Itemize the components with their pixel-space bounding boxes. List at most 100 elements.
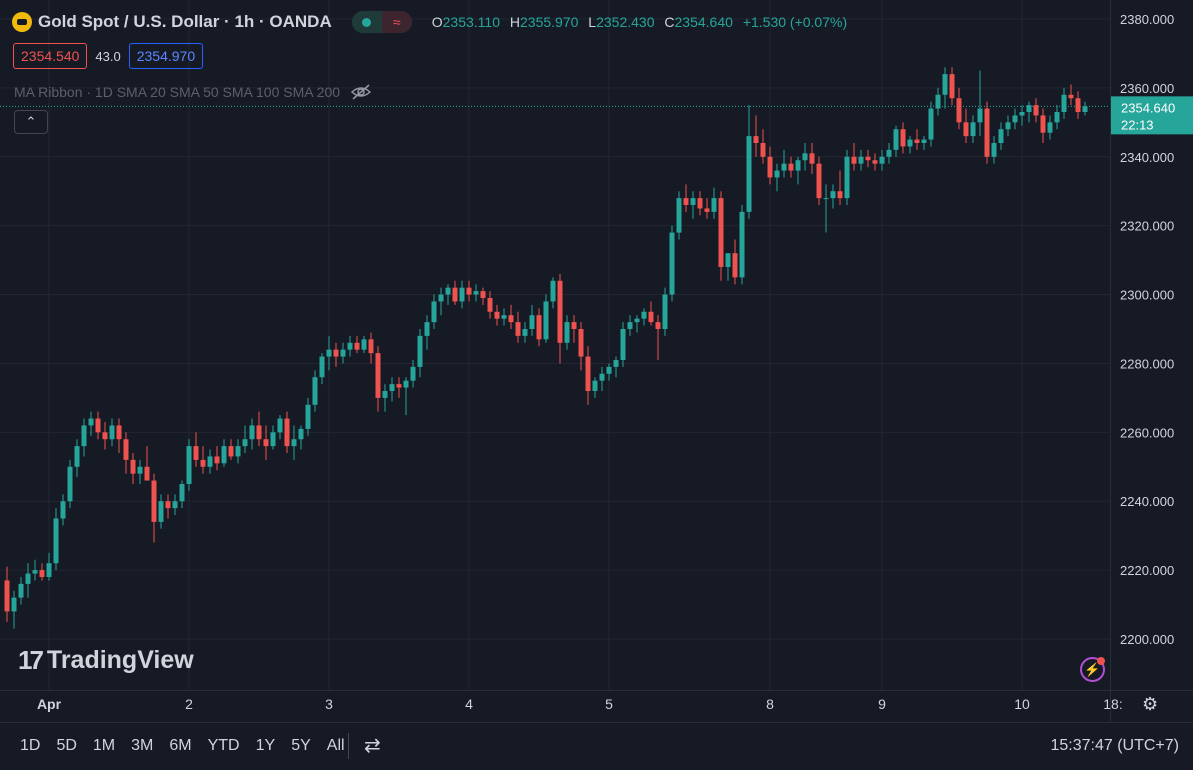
x-tick-label: 18: — [1103, 696, 1122, 712]
candle-body — [536, 315, 542, 340]
candle — [228, 439, 234, 460]
candle-body — [242, 439, 248, 447]
candle-body — [473, 291, 479, 295]
candle — [1026, 101, 1032, 123]
symbol-title[interactable]: Gold Spot / U.S. Dollar · 1h · OANDA — [38, 12, 332, 31]
low-value: 2352.430 — [596, 14, 655, 30]
candle — [851, 143, 857, 171]
candle — [571, 315, 577, 343]
candle — [963, 108, 969, 143]
indicator-legend[interactable]: MA Ribbon · 1D SMA 20 SMA 50 SMA 100 SMA… — [14, 84, 372, 100]
candle — [424, 315, 430, 350]
candle — [494, 304, 500, 326]
period-all[interactable]: All — [326, 737, 345, 754]
x-tick-label: 4 — [465, 696, 473, 712]
buy-price-button[interactable]: 2354.970 — [128, 43, 204, 69]
lightning-icon[interactable]: ⚡ — [1080, 657, 1105, 682]
candle — [347, 335, 353, 357]
candle-body — [53, 518, 59, 564]
chart[interactable]: 2200.000 2220.000 2240.000 2260.000 2280.000… — [0, 0, 1193, 722]
candle — [130, 453, 136, 484]
close-label: C — [664, 14, 675, 30]
candle-body — [634, 318, 640, 323]
candle-body — [480, 291, 486, 298]
timezone-clock[interactable]: 15:37:47 (UTC+7) — [1050, 737, 1179, 754]
y-tick-label: 2340.000 — [1120, 150, 1174, 165]
candle-body — [1026, 105, 1032, 112]
candle — [508, 304, 514, 329]
candle-body — [25, 573, 31, 584]
candle-body — [501, 315, 507, 319]
candle-body — [907, 139, 913, 147]
calendar-range-icon[interactable]: ⇄ — [364, 735, 381, 757]
candle — [102, 422, 108, 450]
candle-body — [669, 232, 675, 295]
candle — [242, 425, 248, 453]
candle-body — [396, 384, 402, 388]
candle-body — [753, 136, 759, 143]
candle-body — [270, 432, 276, 447]
candle — [620, 322, 626, 367]
candle — [1005, 115, 1011, 137]
candle-body — [1005, 122, 1011, 130]
period-1m[interactable]: 1M — [92, 737, 116, 754]
candle — [333, 342, 339, 367]
candle — [557, 273, 563, 364]
collapse-legend-button[interactable]: ⌃ — [14, 110, 48, 134]
low-label: L — [588, 14, 597, 30]
candle-body — [984, 108, 990, 157]
period-3m[interactable]: 3M — [131, 737, 154, 754]
candle — [480, 287, 486, 305]
settings-gear-icon[interactable]: ⚙ — [1142, 694, 1159, 714]
period-ytd[interactable]: YTD — [207, 737, 240, 754]
candle — [417, 329, 423, 378]
candle-body — [886, 149, 892, 157]
candle-body — [697, 198, 703, 209]
indicator-label: MA Ribbon · 1D SMA 20 SMA 50 SMA 100 SMA… — [14, 84, 341, 100]
candle-body — [319, 356, 325, 378]
candle — [837, 170, 843, 205]
toolbar-divider — [348, 733, 349, 759]
candle-body — [648, 311, 654, 323]
candle-body — [774, 170, 780, 178]
candle-body — [214, 456, 220, 464]
candle-body — [60, 501, 66, 519]
gold-coin-icon — [12, 12, 32, 32]
period-6m[interactable]: 6M — [169, 737, 192, 754]
candle-body — [739, 211, 745, 278]
candle — [67, 459, 73, 509]
candle — [389, 377, 395, 402]
candle-body — [620, 329, 626, 360]
sell-price-button[interactable]: 2354.540 — [13, 43, 88, 69]
candle-body — [606, 366, 612, 374]
candle — [788, 156, 794, 178]
candle-body — [228, 446, 234, 457]
candle-body — [494, 311, 500, 319]
eye-hidden-icon[interactable] — [350, 84, 372, 100]
candle — [690, 191, 696, 219]
period-5d[interactable]: 5D — [56, 737, 77, 754]
spread-value: 43.0 — [95, 48, 121, 64]
period-5y[interactable]: 5Y — [291, 737, 311, 754]
candle-body — [382, 391, 388, 398]
candle — [984, 101, 990, 164]
candle — [515, 311, 521, 343]
candle — [466, 280, 472, 302]
period-1y[interactable]: 1Y — [255, 737, 276, 754]
candle-body — [704, 208, 710, 212]
y-tick-label: 2380.000 — [1120, 12, 1174, 27]
candle-body — [879, 156, 885, 164]
candle-body — [445, 287, 451, 295]
candle-body — [137, 466, 143, 474]
candle-body — [277, 418, 283, 433]
candle-body — [781, 163, 787, 171]
period-1d[interactable]: 1D — [20, 737, 41, 754]
candle-body — [67, 466, 73, 502]
candle-body — [592, 380, 598, 391]
candle-body — [256, 425, 262, 440]
candle-body — [410, 366, 416, 381]
market-status-pill[interactable]: ≈ — [351, 11, 412, 33]
candle — [914, 129, 920, 150]
candle — [781, 149, 787, 178]
candle-body — [424, 322, 430, 336]
